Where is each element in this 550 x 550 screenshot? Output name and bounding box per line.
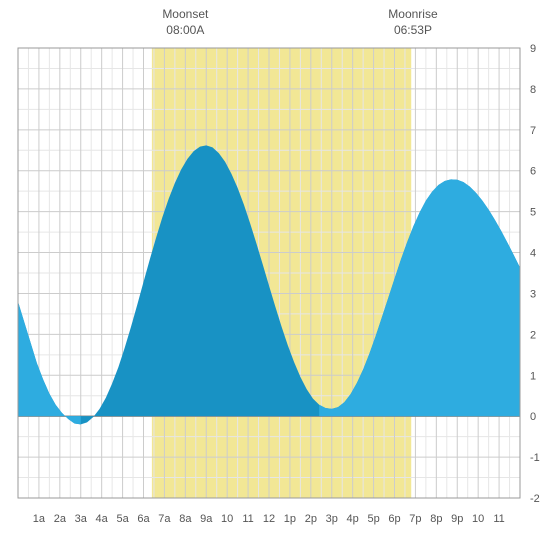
svg-text:1: 1 (530, 370, 536, 382)
svg-text:4: 4 (530, 248, 536, 260)
svg-text:10: 10 (221, 513, 233, 525)
svg-text:5a: 5a (116, 513, 129, 525)
svg-text:08:00A: 08:00A (166, 23, 204, 37)
svg-text:-2: -2 (530, 493, 540, 505)
svg-text:6: 6 (530, 166, 536, 178)
svg-text:Moonrise: Moonrise (388, 7, 438, 21)
svg-text:9a: 9a (200, 513, 213, 525)
svg-text:7a: 7a (158, 513, 171, 525)
svg-text:3a: 3a (75, 513, 88, 525)
svg-text:11: 11 (242, 513, 253, 525)
tide-chart: -2-101234567891a2a3a4a5a6a7a8a9a1011121p… (0, 0, 550, 550)
svg-text:2: 2 (530, 329, 536, 341)
svg-text:1p: 1p (284, 513, 296, 525)
svg-text:10: 10 (472, 513, 484, 525)
svg-text:8p: 8p (430, 513, 442, 525)
svg-text:11: 11 (493, 513, 504, 525)
svg-text:1a: 1a (33, 513, 46, 525)
svg-text:4a: 4a (96, 513, 109, 525)
svg-text:-1: -1 (530, 452, 540, 464)
svg-text:3: 3 (530, 288, 536, 300)
svg-text:8a: 8a (179, 513, 192, 525)
svg-text:9: 9 (530, 43, 536, 55)
svg-text:12: 12 (263, 513, 275, 525)
svg-text:5p: 5p (367, 513, 379, 525)
svg-text:6p: 6p (388, 513, 400, 525)
svg-text:7p: 7p (409, 513, 421, 525)
svg-text:06:53P: 06:53P (394, 23, 432, 37)
svg-text:5: 5 (530, 207, 536, 219)
svg-text:3p: 3p (326, 513, 338, 525)
svg-text:Moonset: Moonset (162, 7, 209, 21)
svg-text:7: 7 (530, 125, 536, 137)
svg-text:6a: 6a (137, 513, 150, 525)
svg-text:2p: 2p (305, 513, 317, 525)
svg-text:4p: 4p (347, 513, 359, 525)
svg-text:2a: 2a (54, 513, 67, 525)
svg-text:9p: 9p (451, 513, 463, 525)
svg-text:0: 0 (530, 411, 536, 423)
chart-svg: -2-101234567891a2a3a4a5a6a7a8a9a1011121p… (0, 0, 550, 550)
svg-text:8: 8 (530, 84, 536, 96)
